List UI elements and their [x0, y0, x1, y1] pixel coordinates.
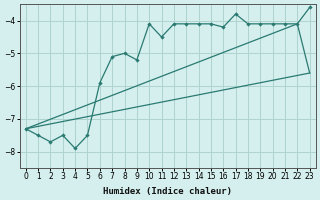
- X-axis label: Humidex (Indice chaleur): Humidex (Indice chaleur): [103, 187, 232, 196]
